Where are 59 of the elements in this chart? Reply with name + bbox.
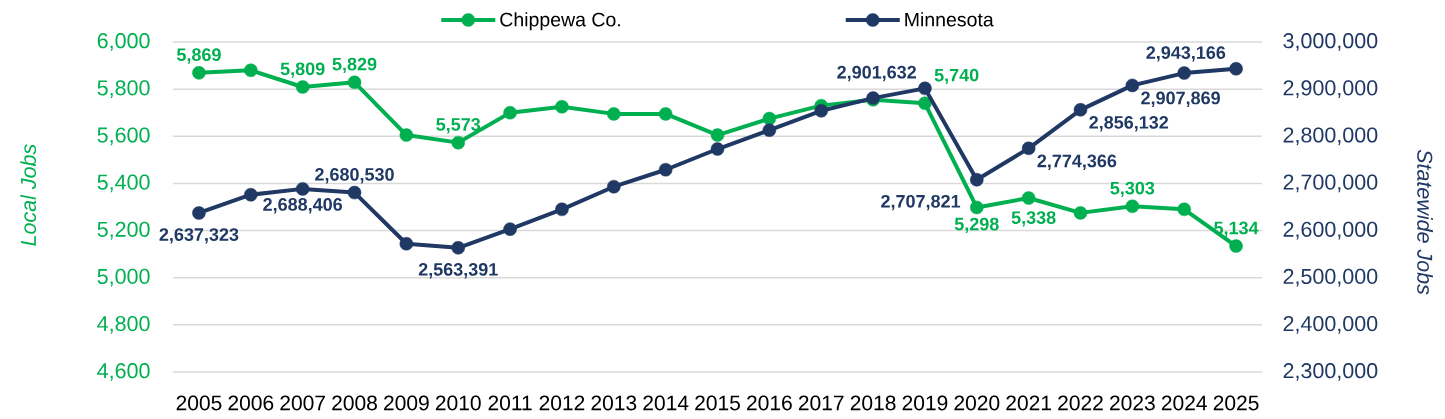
data-label: 5,809 <box>280 62 325 78</box>
y-tick-label: 5,800 <box>97 80 150 99</box>
data-label: 5,298 <box>954 217 999 234</box>
x-tick-label: 2005 <box>176 395 222 411</box>
y2-tick-label: 2,600,000 <box>1283 221 1378 240</box>
legend-label: Minnesota <box>905 12 994 27</box>
data-label: 2,680,530 <box>315 168 394 184</box>
y2-tick-label: 2,500,000 <box>1283 268 1378 287</box>
x-tick-label: 2010 <box>435 395 481 411</box>
data-label: 5,829 <box>332 57 377 74</box>
y2-tick-label: 3,000,000 <box>1283 33 1378 51</box>
x-tick-label: 2017 <box>798 395 844 411</box>
data-label: 2,943,166 <box>1146 46 1226 62</box>
data-label: 2,901,632 <box>837 65 916 82</box>
x-tick-label: 2015 <box>695 395 740 411</box>
x-tick-label: 2016 <box>747 395 792 411</box>
x-tick-label: 2009 <box>384 395 429 411</box>
x-tick-label: 2008 <box>332 395 377 411</box>
y-tick-label: 6,000 <box>97 33 150 51</box>
x-tick-label: 2025 <box>1213 395 1259 411</box>
y-tick-label: 5,200 <box>97 221 150 240</box>
data-label: 2,637,323 <box>159 228 239 244</box>
y-tick-label: 5,400 <box>97 174 150 193</box>
data-label: 5,338 <box>1011 211 1056 227</box>
x-tick-label: 2023 <box>1110 395 1155 411</box>
y-tick-label: 4,600 <box>97 363 150 381</box>
x-tick-label: 2021 <box>1006 395 1051 411</box>
data-label: 2,774,366 <box>1037 154 1117 170</box>
x-tick-label: 2014 <box>643 395 689 411</box>
data-label: 5,869 <box>176 48 221 64</box>
x-tick-label: 2006 <box>228 395 274 411</box>
x-tick-label: 2018 <box>850 395 896 411</box>
y-tick-label: 5,000 <box>97 268 150 287</box>
x-tick-label: 2007 <box>280 395 325 411</box>
x-tick-label: 2012 <box>539 395 585 411</box>
data-label: 2,563,391 <box>418 263 498 279</box>
y-tick-label: 5,600 <box>97 127 150 146</box>
x-tick-label: 2022 <box>1058 395 1103 411</box>
data-label: 2,688,406 <box>263 198 343 214</box>
y-axis-title: Local Jobs <box>20 144 37 246</box>
x-tick-label: 2013 <box>591 395 637 411</box>
data-label: 5,740 <box>934 68 979 85</box>
x-tick-label: 2011 <box>488 395 532 411</box>
data-label: 2,856,132 <box>1089 116 1169 132</box>
x-tick-label: 2019 <box>902 395 948 411</box>
data-label: 2,707,821 <box>881 194 961 211</box>
y2-tick-label: 2,400,000 <box>1283 315 1378 334</box>
y2-tick-label: 2,300,000 <box>1283 363 1378 381</box>
data-label: 5,303 <box>1110 181 1155 198</box>
x-tick-label: 2024 <box>1161 395 1207 411</box>
data-label: 2,907,869 <box>1141 91 1220 107</box>
y2-axis-title: Statewide Jobs <box>1417 149 1433 295</box>
y2-tick-label: 2,900,000 <box>1283 80 1378 99</box>
x-tick-label: 2020 <box>954 395 1000 411</box>
y2-tick-label: 2,700,000 <box>1283 174 1378 193</box>
data-label: 5,573 <box>436 118 481 134</box>
legend-label: Chippewa Co. <box>500 12 620 31</box>
y-tick-label: 4,800 <box>97 315 150 334</box>
y2-tick-label: 2,800,000 <box>1283 127 1378 146</box>
